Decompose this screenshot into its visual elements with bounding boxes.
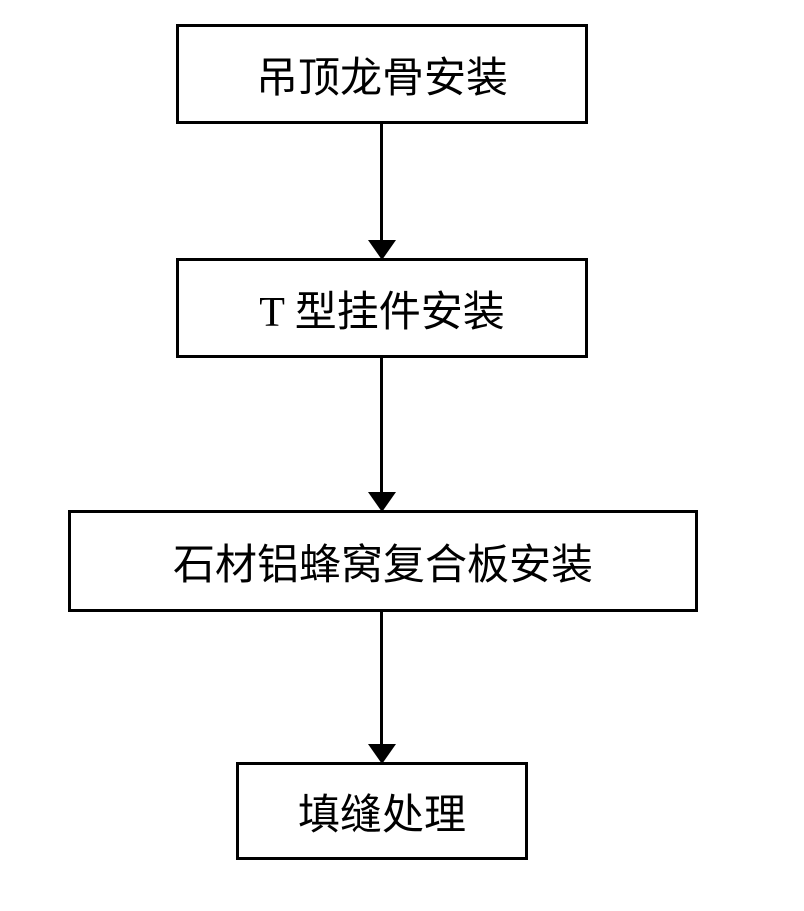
node-label: T 型挂件安装 [259,278,504,339]
arrow-line [380,124,383,244]
node-label: 石材铝蜂窝复合板安装 [173,531,593,592]
flowchart-node: 吊顶龙骨安装 [176,24,588,124]
arrow-head-icon [368,744,396,764]
flowchart-container: 吊顶龙骨安装 T 型挂件安装 石材铝蜂窝复合板安装 填缝处理 [0,0,804,911]
node-label: 填缝处理 [298,781,466,842]
arrow-line [380,358,383,496]
flowchart-node: T 型挂件安装 [176,258,588,358]
arrow-head-icon [368,240,396,260]
arrow-line [380,612,383,748]
arrow-head-icon [368,492,396,512]
node-label: 吊顶龙骨安装 [256,44,508,105]
flowchart-node: 填缝处理 [236,762,528,860]
flowchart-node: 石材铝蜂窝复合板安装 [68,510,698,612]
